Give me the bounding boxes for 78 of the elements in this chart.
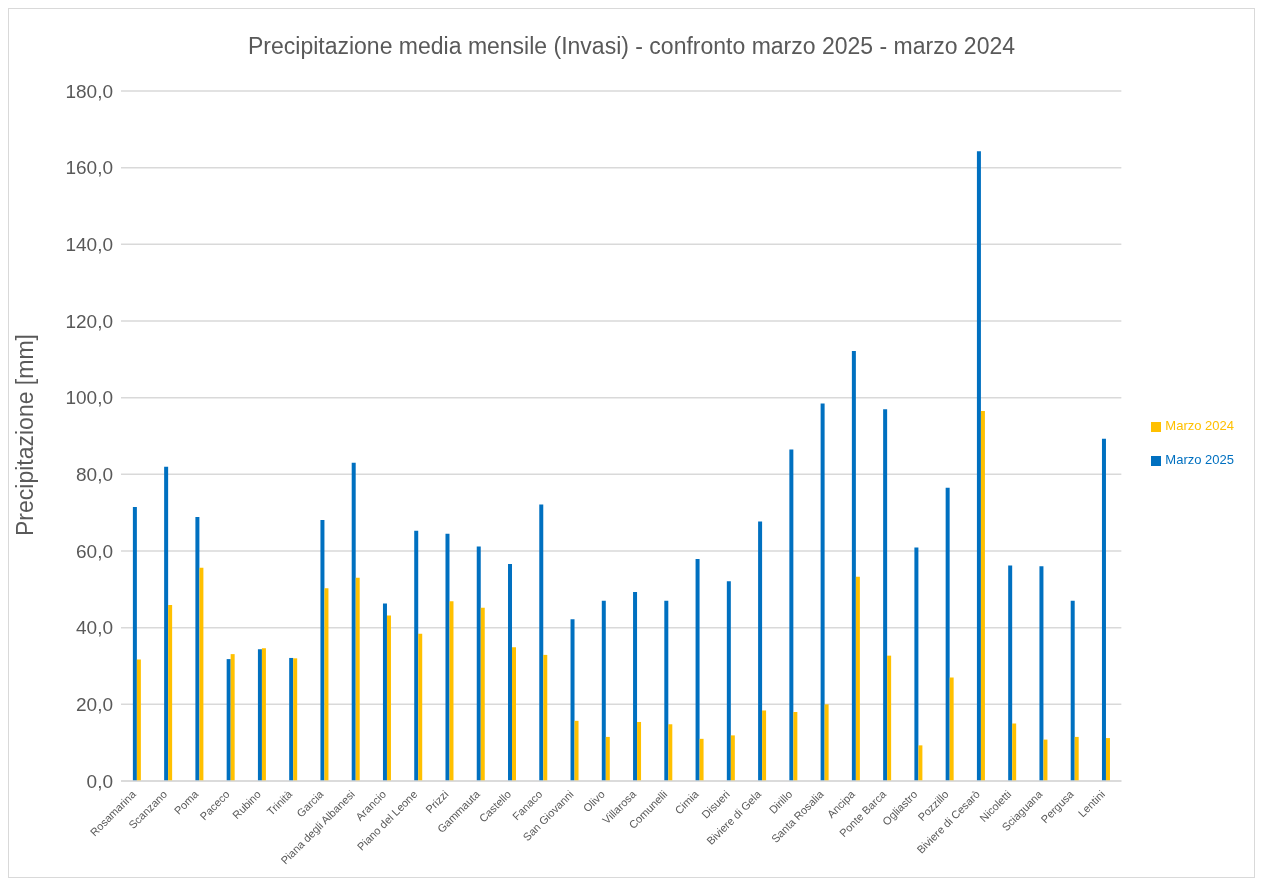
bar — [980, 411, 985, 781]
bar — [512, 647, 517, 781]
bar — [449, 601, 454, 781]
y-tick-label: 120,0 — [65, 310, 113, 332]
bar — [539, 504, 544, 781]
bar — [570, 619, 575, 781]
bar — [820, 403, 825, 781]
bar — [1105, 738, 1110, 781]
y-tick-label: 20,0 — [76, 694, 113, 716]
bar — [637, 721, 642, 781]
bar — [476, 546, 481, 781]
bar — [132, 506, 137, 781]
bar — [382, 603, 387, 781]
y-tick-label: 0,0 — [86, 770, 113, 792]
chart-title: Precipitazione media mensile (Invasi) - confronto marzo 2025 - marzo 2024 — [247, 33, 1016, 60]
bar — [199, 567, 204, 781]
bar — [758, 521, 763, 781]
bar — [1043, 739, 1048, 781]
bar — [414, 530, 419, 781]
bar — [1008, 565, 1013, 781]
bar — [664, 600, 669, 781]
bar — [226, 659, 231, 781]
bar — [351, 462, 356, 781]
bar — [355, 577, 360, 781]
bar — [945, 487, 950, 781]
legend-label: Marzo 2024 — [1165, 418, 1234, 433]
bar — [601, 600, 606, 781]
bar — [976, 151, 981, 781]
bar — [726, 581, 731, 781]
bar — [136, 659, 141, 781]
bar — [633, 592, 638, 781]
legend-label: Marzo 2025 — [1165, 452, 1234, 467]
bar — [574, 720, 579, 781]
bar — [762, 710, 767, 781]
bar — [668, 724, 673, 781]
bar — [1101, 438, 1106, 781]
bar — [1012, 723, 1017, 781]
bar — [168, 605, 173, 781]
bar — [918, 745, 923, 781]
y-axis-title: Precipitazione [mm] — [12, 334, 39, 536]
bar — [1074, 736, 1079, 781]
y-tick-label: 40,0 — [76, 617, 113, 639]
bar — [1039, 566, 1044, 781]
bar — [914, 547, 919, 781]
y-tick-label: 140,0 — [65, 234, 113, 256]
bar — [543, 654, 548, 781]
bar — [261, 648, 266, 781]
bar — [695, 559, 700, 781]
bar — [164, 466, 169, 781]
y-tick-label: 60,0 — [76, 540, 113, 562]
y-tick-label: 180,0 — [65, 80, 113, 102]
bar — [855, 576, 860, 781]
bar — [320, 519, 325, 781]
bar — [293, 658, 298, 781]
bar — [887, 655, 892, 781]
bar — [289, 657, 294, 781]
bar — [1070, 600, 1075, 781]
bar — [949, 677, 954, 781]
bar — [445, 533, 450, 781]
bar — [386, 615, 391, 781]
bar — [824, 704, 829, 781]
y-tick-label: 100,0 — [65, 387, 113, 409]
bar — [699, 738, 704, 781]
bar — [851, 350, 856, 781]
bar — [730, 735, 735, 781]
bar — [418, 633, 423, 781]
bar — [195, 516, 200, 781]
bar — [257, 649, 262, 781]
bar — [324, 588, 329, 781]
y-tick-label: 160,0 — [65, 157, 113, 179]
bar — [480, 607, 485, 781]
bar — [883, 409, 888, 781]
bar — [789, 449, 794, 781]
bar — [793, 712, 798, 781]
bar — [230, 654, 235, 781]
bar — [508, 564, 513, 781]
bar — [605, 736, 610, 781]
y-tick-label: 80,0 — [76, 464, 113, 486]
